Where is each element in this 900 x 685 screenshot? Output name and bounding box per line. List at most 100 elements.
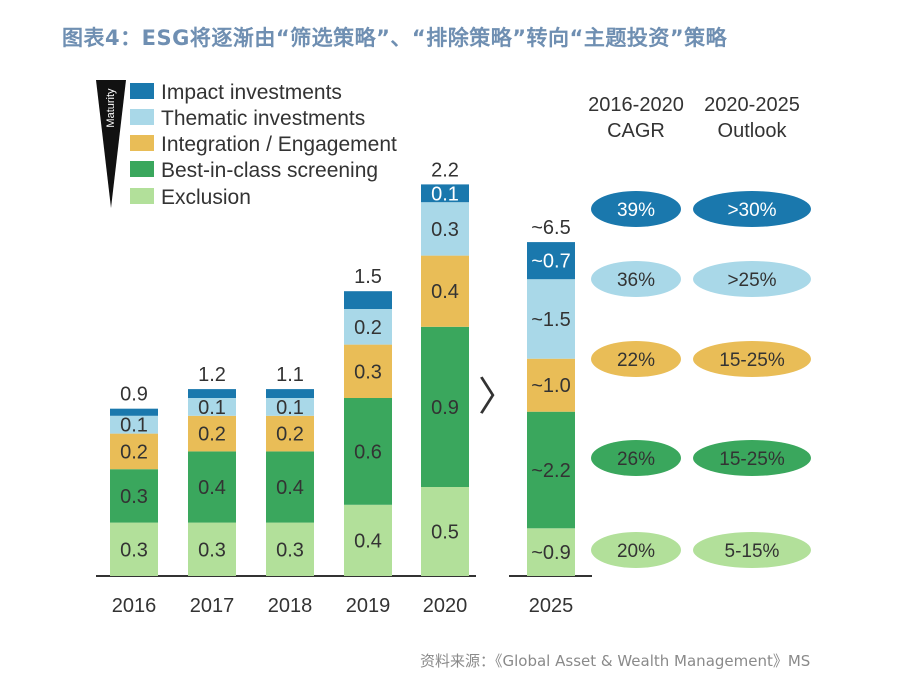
legend-swatch-best-in-class-screening <box>130 161 154 177</box>
data-label-integration-engagement-2019: 0.3 <box>354 361 382 383</box>
pill-outlook-best-in-class-screening <box>693 440 811 476</box>
figure-title: 图表4：ESG将逐渐由“筛选策略”、“排除策略”转向“主题投资”策略 <box>62 26 728 50</box>
bar-integration-engagement-2018 <box>266 415 314 452</box>
legend-swatch-exclusion <box>130 188 154 204</box>
bar-best-in-class-screening-2018 <box>266 451 314 523</box>
maturity-label: Maturity <box>105 88 117 128</box>
bar-thematic-investments-2019 <box>344 309 392 345</box>
data-label-integration-engagement-2025: ~1.0 <box>531 375 570 397</box>
bar-thematic-investments-2016 <box>110 415 158 434</box>
bar-integration-engagement-2017 <box>188 415 236 452</box>
bar-integration-engagement-2016 <box>110 433 158 470</box>
pill-outlook-label-thematic-investments: >25% <box>727 270 776 291</box>
bar-exclusion-2016 <box>110 522 158 576</box>
bar-impact-investments-2016 <box>110 408 158 416</box>
pill-cagr-impact-investments <box>591 191 681 227</box>
total-label-2017: 1.2 <box>198 364 226 386</box>
x-tick-2025: 2025 <box>529 595 574 617</box>
bar-integration-engagement-2025 <box>527 358 575 412</box>
legend-swatch-integration-engagement <box>130 135 154 151</box>
table-header-1-line1: 2020-2025 <box>704 94 800 116</box>
data-label-thematic-investments-2025: ~1.5 <box>531 309 570 331</box>
data-label-thematic-investments-2018: 0.1 <box>276 397 304 419</box>
data-label-impact-investments-2025: ~0.7 <box>531 251 570 273</box>
pill-cagr-label-best-in-class-screening: 26% <box>617 449 655 470</box>
bar-thematic-investments-2020 <box>421 202 469 256</box>
pill-cagr-best-in-class-screening <box>591 440 681 476</box>
data-label-integration-engagement-2018: 0.2 <box>276 424 304 446</box>
data-label-best-in-class-screening-2016: 0.3 <box>120 486 148 508</box>
bar-impact-investments-2025 <box>527 242 575 280</box>
legend-label-best-in-class-screening: Best-in-class screening <box>161 159 378 182</box>
bar-best-in-class-screening-2016 <box>110 469 158 523</box>
data-label-thematic-investments-2016: 0.1 <box>120 415 148 437</box>
bar-exclusion-2025 <box>527 528 575 576</box>
legend-label-impact-investments: Impact investments <box>161 81 342 104</box>
legend-label-exclusion: Exclusion <box>161 186 251 209</box>
bar-impact-investments-2017 <box>188 389 236 398</box>
x-tick-2020: 2020 <box>423 595 468 617</box>
pill-outlook-label-exclusion: 5-15% <box>725 541 780 562</box>
pill-outlook-label-best-in-class-screening: 15-25% <box>719 449 785 470</box>
total-label-2016: 0.9 <box>120 384 148 406</box>
x-tick-2017: 2017 <box>190 595 235 617</box>
data-label-exclusion-2019: 0.4 <box>354 530 382 552</box>
data-label-integration-engagement-2017: 0.2 <box>198 424 226 446</box>
bar-thematic-investments-2018 <box>266 398 314 416</box>
pill-outlook-impact-investments <box>693 191 811 227</box>
bar-exclusion-2020 <box>421 487 469 576</box>
data-label-integration-engagement-2020: 0.4 <box>431 281 459 303</box>
pill-cagr-thematic-investments <box>591 261 681 297</box>
data-label-best-in-class-screening-2017: 0.4 <box>198 477 226 499</box>
legend-label-thematic-investments: Thematic investments <box>161 107 365 130</box>
bar-best-in-class-screening-2017 <box>188 451 236 523</box>
bar-thematic-investments-2017 <box>188 398 236 416</box>
pill-cagr-label-impact-investments: 39% <box>617 200 655 221</box>
data-label-best-in-class-screening-2018: 0.4 <box>276 477 304 499</box>
data-label-exclusion-2025: ~0.9 <box>531 542 570 564</box>
bar-best-in-class-screening-2019 <box>344 398 392 505</box>
total-label-2018: 1.1 <box>276 364 304 386</box>
bar-exclusion-2019 <box>344 504 392 576</box>
x-tick-2016: 2016 <box>112 595 157 617</box>
data-label-thematic-investments-2019: 0.2 <box>354 317 382 339</box>
data-label-integration-engagement-2016: 0.2 <box>120 441 148 463</box>
bar-impact-investments-2018 <box>266 389 314 398</box>
source-note: 资料来源：《Global Asset & Wealth Management》M… <box>420 652 811 670</box>
pill-outlook-exclusion <box>693 532 811 568</box>
pill-cagr-label-thematic-investments: 36% <box>617 270 655 291</box>
total-label-2019: 1.5 <box>354 266 382 288</box>
pill-cagr-integration-engagement <box>591 341 681 377</box>
maturity-wedge <box>96 80 126 208</box>
pill-outlook-integration-engagement <box>693 341 811 377</box>
bar-integration-engagement-2020 <box>421 255 469 327</box>
pill-outlook-label-impact-investments: >30% <box>727 200 776 221</box>
data-label-impact-investments-2020: 0.1 <box>431 183 459 205</box>
x-tick-2019: 2019 <box>346 595 391 617</box>
total-label-2025: ~6.5 <box>531 217 570 239</box>
legend-swatch-thematic-investments <box>130 109 154 125</box>
data-label-best-in-class-screening-2025: ~2.2 <box>531 460 570 482</box>
x-tick-2018: 2018 <box>268 595 313 617</box>
bar-exclusion-2017 <box>188 522 236 576</box>
table-header-0-line2: CAGR <box>607 120 665 142</box>
data-label-thematic-investments-2020: 0.3 <box>431 219 459 241</box>
data-label-best-in-class-screening-2020: 0.9 <box>431 397 459 419</box>
bar-integration-engagement-2019 <box>344 344 392 398</box>
pill-cagr-label-integration-engagement: 22% <box>617 350 655 371</box>
data-label-best-in-class-screening-2019: 0.6 <box>354 441 382 463</box>
table-header-0-line1: 2016-2020 <box>588 94 684 116</box>
pill-outlook-thematic-investments <box>693 261 811 297</box>
bar-exclusion-2018 <box>266 522 314 576</box>
pill-cagr-exclusion <box>591 532 681 568</box>
pill-outlook-label-integration-engagement: 15-25% <box>719 350 785 371</box>
bar-impact-investments-2019 <box>344 291 392 309</box>
bar-best-in-class-screening-2025 <box>527 411 575 529</box>
pill-cagr-label-exclusion: 20% <box>617 541 655 562</box>
legend-swatch-impact-investments <box>130 83 154 99</box>
data-label-thematic-investments-2017: 0.1 <box>198 397 226 419</box>
total-label-2020: 2.2 <box>431 159 459 181</box>
data-label-exclusion-2020: 0.5 <box>431 522 459 544</box>
chevron-icon: 〉 <box>478 375 518 419</box>
